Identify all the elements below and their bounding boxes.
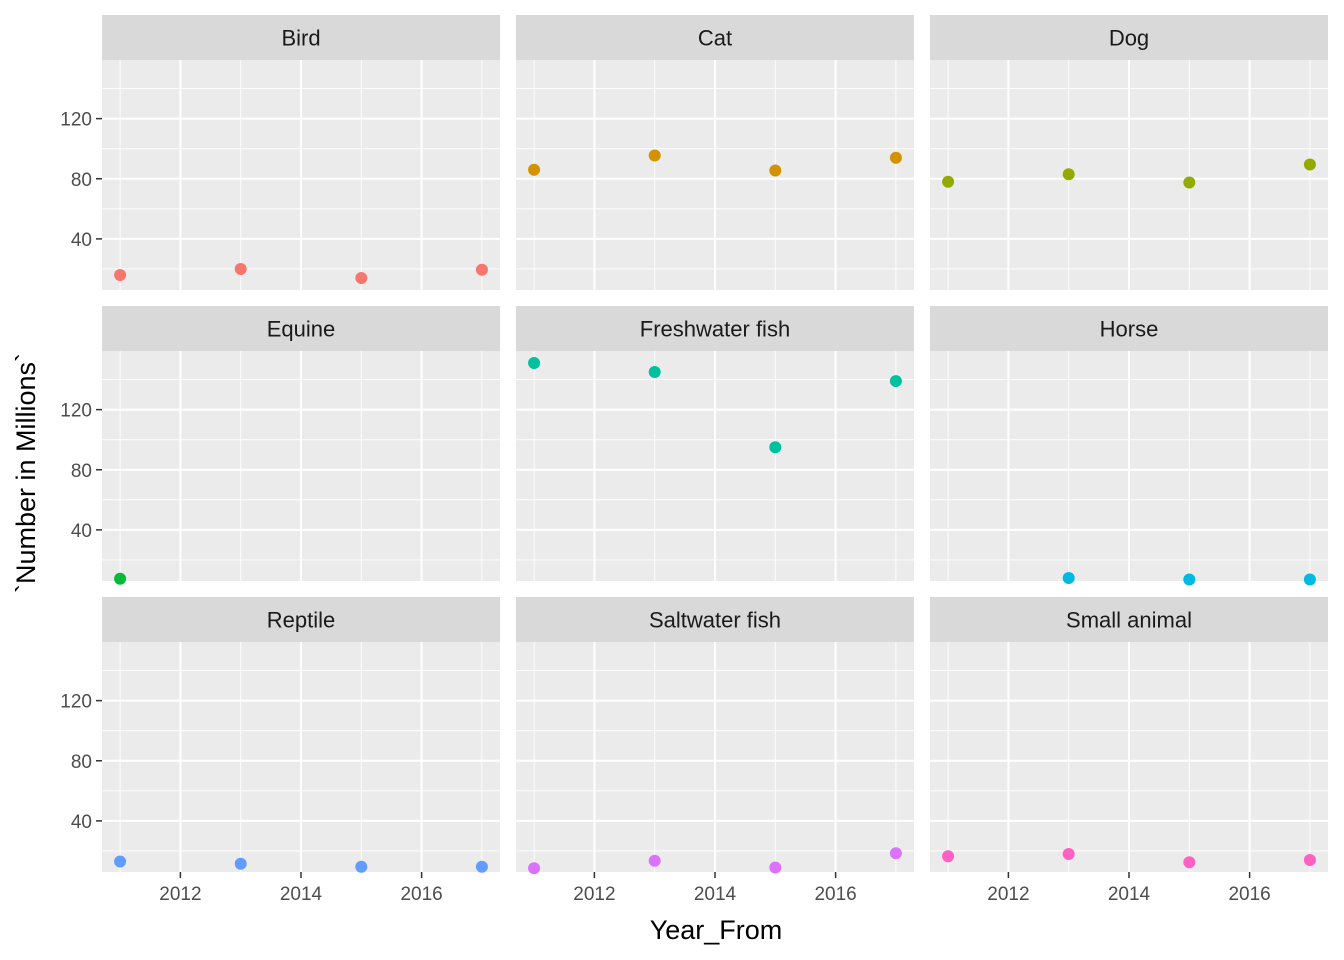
facet-panel-horse: Horse <box>930 306 1328 586</box>
facet-panel-cat: Cat <box>516 15 914 290</box>
y-tick-label: 40 <box>71 230 92 251</box>
x-tick-label: 2012 <box>987 884 1029 905</box>
data-point <box>528 163 541 176</box>
x-axis-title: Year_From <box>650 915 783 945</box>
facet-strip-label: Equine <box>267 317 336 342</box>
y-axis-title: `Number in Millions` <box>11 353 41 593</box>
data-point <box>234 262 247 275</box>
facet-strip-label: Bird <box>281 26 320 51</box>
data-point <box>1062 571 1075 584</box>
facet-strip <box>516 15 914 60</box>
data-point <box>355 271 368 284</box>
data-point <box>475 263 488 276</box>
facet-strip-label: Saltwater fish <box>649 608 781 633</box>
y-tick-label: 80 <box>71 461 92 482</box>
x-tick-label: 2016 <box>1228 884 1270 905</box>
x-tick-label: 2012 <box>159 884 201 905</box>
y-tick-label: 40 <box>71 521 92 542</box>
facet-panel-freshwater-fish: Freshwater fish <box>516 306 914 581</box>
x-tick-label: 2014 <box>280 884 323 905</box>
facet-strip <box>102 306 500 351</box>
facet-strip <box>102 597 500 642</box>
y-tick-label: 120 <box>60 692 92 713</box>
facet-strip-label: Cat <box>698 26 732 51</box>
facet-panel-small-animal: Small animal 2012 2014 2016 <box>930 597 1328 905</box>
facet-strip <box>102 15 500 60</box>
data-point <box>1183 573 1196 586</box>
data-point <box>114 572 127 585</box>
data-point <box>475 860 488 873</box>
x-tick-label: 2014 <box>694 884 737 905</box>
data-point <box>1303 573 1316 586</box>
data-point <box>648 854 661 867</box>
x-tick-label: 2016 <box>400 884 442 905</box>
y-tick-label: 80 <box>71 170 92 191</box>
x-tick-label: 2016 <box>814 884 856 905</box>
data-point <box>648 149 661 162</box>
facet-strip-label: Horse <box>1100 317 1159 342</box>
data-point <box>889 151 902 164</box>
facet-strip <box>516 306 914 351</box>
data-point <box>648 366 661 379</box>
data-point <box>1062 847 1075 860</box>
data-point <box>1183 856 1196 869</box>
facet-strip <box>516 597 914 642</box>
facet-strip <box>930 15 1328 60</box>
facet-panel-reptile: Reptile 40 80 120 2012 2014 2016 <box>60 597 500 905</box>
facet-strip-label: Freshwater fish <box>640 317 790 342</box>
x-tick-label: 2014 <box>1108 884 1151 905</box>
facet-strip <box>930 597 1328 642</box>
y-tick-label: 120 <box>60 110 92 131</box>
data-point <box>889 375 902 388</box>
facet-strip-label: Reptile <box>267 608 335 633</box>
data-point <box>889 847 902 860</box>
data-point <box>528 357 541 370</box>
y-tick-label: 40 <box>71 812 92 833</box>
facet-strip <box>930 306 1328 351</box>
data-point <box>1062 168 1075 181</box>
data-point <box>1303 853 1316 866</box>
data-point <box>114 855 127 868</box>
data-point <box>528 862 541 875</box>
data-point <box>114 268 127 281</box>
data-point <box>942 175 955 188</box>
data-point <box>355 860 368 873</box>
data-point <box>769 861 782 874</box>
x-tick-label: 2012 <box>573 884 615 905</box>
data-point <box>769 441 782 454</box>
facet-panel-bird: Bird 40 80 120 <box>60 15 500 290</box>
data-point <box>1303 158 1316 171</box>
data-point <box>1183 176 1196 189</box>
facet-panel-equine: Equine 40 80 120 <box>60 306 500 585</box>
y-tick-label: 120 <box>60 401 92 422</box>
facet-panel-dog: Dog <box>930 15 1328 290</box>
facet-strip-label: Dog <box>1109 26 1149 51</box>
data-point <box>769 164 782 177</box>
facet-panel-saltwater-fish: Saltwater fish 2012 2014 2016 <box>516 597 914 905</box>
y-tick-label: 80 <box>71 752 92 773</box>
data-point <box>234 857 247 870</box>
data-point <box>942 850 955 863</box>
facet-strip-label: Small animal <box>1066 608 1192 633</box>
